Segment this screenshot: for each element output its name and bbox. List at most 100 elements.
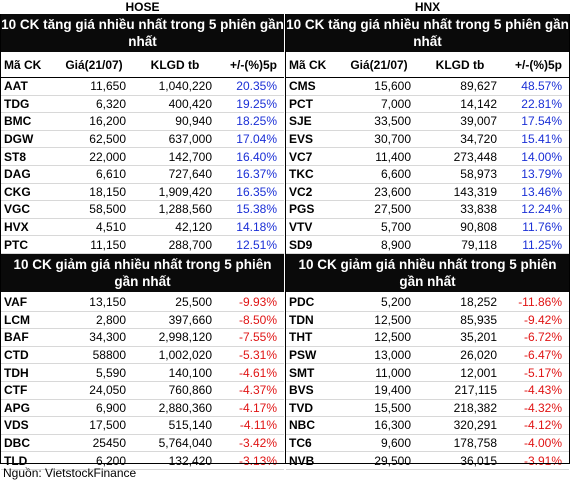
stock-code: BMC <box>4 114 32 129</box>
volume: 132,420 <box>168 453 212 468</box>
change-percent: -4.61% <box>238 365 277 380</box>
stock-code: VC7 <box>289 149 313 164</box>
col-code: Mã CK <box>289 57 327 72</box>
table-row: VDS 17,500 515,140 -4.11% <box>1 417 284 435</box>
hnx-gainers-rows: CMS 15,600 89,627 48.57% PCT 7,000 14,142 22.81… <box>286 78 569 254</box>
col-price: Giá(21/07) <box>350 57 408 72</box>
price: 12,500 <box>374 312 411 327</box>
volume: 140,100 <box>168 365 212 380</box>
table-row: APG 6,900 2,880,360 -4.17% <box>1 400 284 418</box>
table-row: PSW 13,000 26,020 -6.47% <box>286 347 569 365</box>
price: 6,320 <box>95 96 126 111</box>
col-volume: KLGD tb <box>435 57 485 72</box>
change-percent: -3.42% <box>238 436 277 451</box>
change-percent: 12.51% <box>236 237 277 252</box>
change-percent: -4.37% <box>238 383 277 398</box>
hnx-gainers-header: 10 CK tăng giá nhiều nhất trong 5 phiên … <box>286 14 569 52</box>
stock-code: PGS <box>289 202 315 217</box>
center-divider <box>285 14 286 463</box>
price: 25450 <box>92 436 126 451</box>
volume: 33,838 <box>460 202 497 217</box>
stock-code: TDG <box>4 96 30 111</box>
table-row: CTF 24,050 760,860 -4.37% <box>1 382 284 400</box>
change-percent: -3.13% <box>238 453 277 468</box>
hose-title: HOSE <box>125 0 160 14</box>
change-percent: 48.57% <box>521 79 562 94</box>
table-row: ST8 22,000 142,700 16.40% <box>1 148 284 166</box>
table-row: PGS 27,500 33,838 12.24% <box>286 201 569 219</box>
price: 11,650 <box>90 79 126 94</box>
volume: 90,808 <box>460 220 497 235</box>
col-change: +/-(%)5p <box>229 57 277 72</box>
change-percent: 11.25% <box>522 237 562 252</box>
table-row: BMC 16,200 90,940 18.25% <box>1 113 284 131</box>
stock-code: TDN <box>289 312 314 327</box>
volume: 1,002,020 <box>158 348 212 363</box>
change-percent: -4.12% <box>523 418 562 433</box>
change-percent: -9.42% <box>523 312 562 327</box>
price: 58800 <box>92 348 126 363</box>
hose-column-header: Mã CK Giá(21/07) KLGD tb +/-(%)5p <box>1 52 284 78</box>
table-row: SMT 11,000 12,001 -5.17% <box>286 364 569 382</box>
stock-code: PCT <box>289 96 313 111</box>
change-percent: 12.24% <box>521 202 562 217</box>
table-row: TLD 6,200 132,420 -3.13% <box>1 452 284 470</box>
table-row: HVX 4,510 42,120 14.18% <box>1 219 284 237</box>
hose-gainers-header: 10 CK tăng giá nhiều nhất trong 5 phiên … <box>1 14 284 52</box>
stock-code: CTF <box>4 383 28 398</box>
volume: 5,764,040 <box>158 436 212 451</box>
change-percent: -4.17% <box>238 400 277 415</box>
table-row: BAF 34,300 2,998,120 -7.55% <box>1 329 284 347</box>
price: 13,000 <box>374 348 411 363</box>
table-row: VTV 5,700 90,808 11.76% <box>286 219 569 237</box>
stock-code: CKG <box>4 184 31 199</box>
stock-code: APG <box>4 400 31 415</box>
col-volume: KLGD tb <box>150 57 200 72</box>
stock-code: PSW <box>289 348 317 363</box>
volume: 1,909,420 <box>158 184 212 199</box>
stock-code: DGW <box>4 132 34 147</box>
price: 30,700 <box>374 132 411 147</box>
stock-code: VGC <box>4 202 31 217</box>
volume: 217,115 <box>454 383 498 398</box>
hnx-gainers-panel: 10 CK tăng giá nhiều nhất trong 5 phiên … <box>286 14 569 254</box>
hnx-losers-header: 10 CK giảm giá nhiều nhất trong 5 phiên … <box>286 254 569 292</box>
stock-code: DAG <box>4 167 31 182</box>
change-percent: -4.11% <box>239 418 277 433</box>
price: 11,400 <box>375 149 411 164</box>
change-percent: 16.40% <box>236 149 277 164</box>
change-percent: -9.93% <box>238 295 277 310</box>
price: 11,150 <box>90 237 126 252</box>
volume: 14,142 <box>460 96 497 111</box>
price: 19,400 <box>374 383 411 398</box>
table-row: TDG 6,320 400,420 19.25% <box>1 96 284 114</box>
volume: 637,000 <box>168 132 212 147</box>
col-code: Mã CK <box>4 57 42 72</box>
volume: 2,880,360 <box>158 400 212 415</box>
volume: 42,120 <box>175 220 212 235</box>
volume: 178,758 <box>453 436 497 451</box>
stock-code: LCM <box>4 312 30 327</box>
volume: 397,660 <box>168 312 212 327</box>
volume: 12,001 <box>460 365 497 380</box>
stock-code: SMT <box>289 365 315 380</box>
price: 5,590 <box>95 365 126 380</box>
table-row: AAT 11,650 1,040,220 20.35% <box>1 78 284 96</box>
stock-code: TLD <box>4 453 28 468</box>
change-percent: 15.38% <box>236 202 277 217</box>
volume: 36,015 <box>460 453 497 468</box>
source-footer: Nguồn: VietstockFinance <box>0 463 570 485</box>
table-row: NBC 16,300 320,291 -4.12% <box>286 417 569 435</box>
price: 17,500 <box>89 418 126 433</box>
change-percent: -3.91% <box>523 453 562 468</box>
change-percent: -4.00% <box>523 436 562 451</box>
table-row: CMS 15,600 89,627 48.57% <box>286 78 569 96</box>
table-row: VC2 23,600 143,319 13.46% <box>286 184 569 202</box>
table-row: DAG 6,610 727,640 16.37% <box>1 166 284 184</box>
col-price: Giá(21/07) <box>65 57 123 72</box>
hose-losers-rows: VAF 13,150 25,500 -9.93% LCM 2,800 397,660 -8.5… <box>1 292 284 470</box>
hnx-title: HNX <box>414 0 441 14</box>
price: 24,050 <box>89 383 126 398</box>
stock-code: CMS <box>289 79 316 94</box>
volume: 1,040,220 <box>158 79 212 94</box>
